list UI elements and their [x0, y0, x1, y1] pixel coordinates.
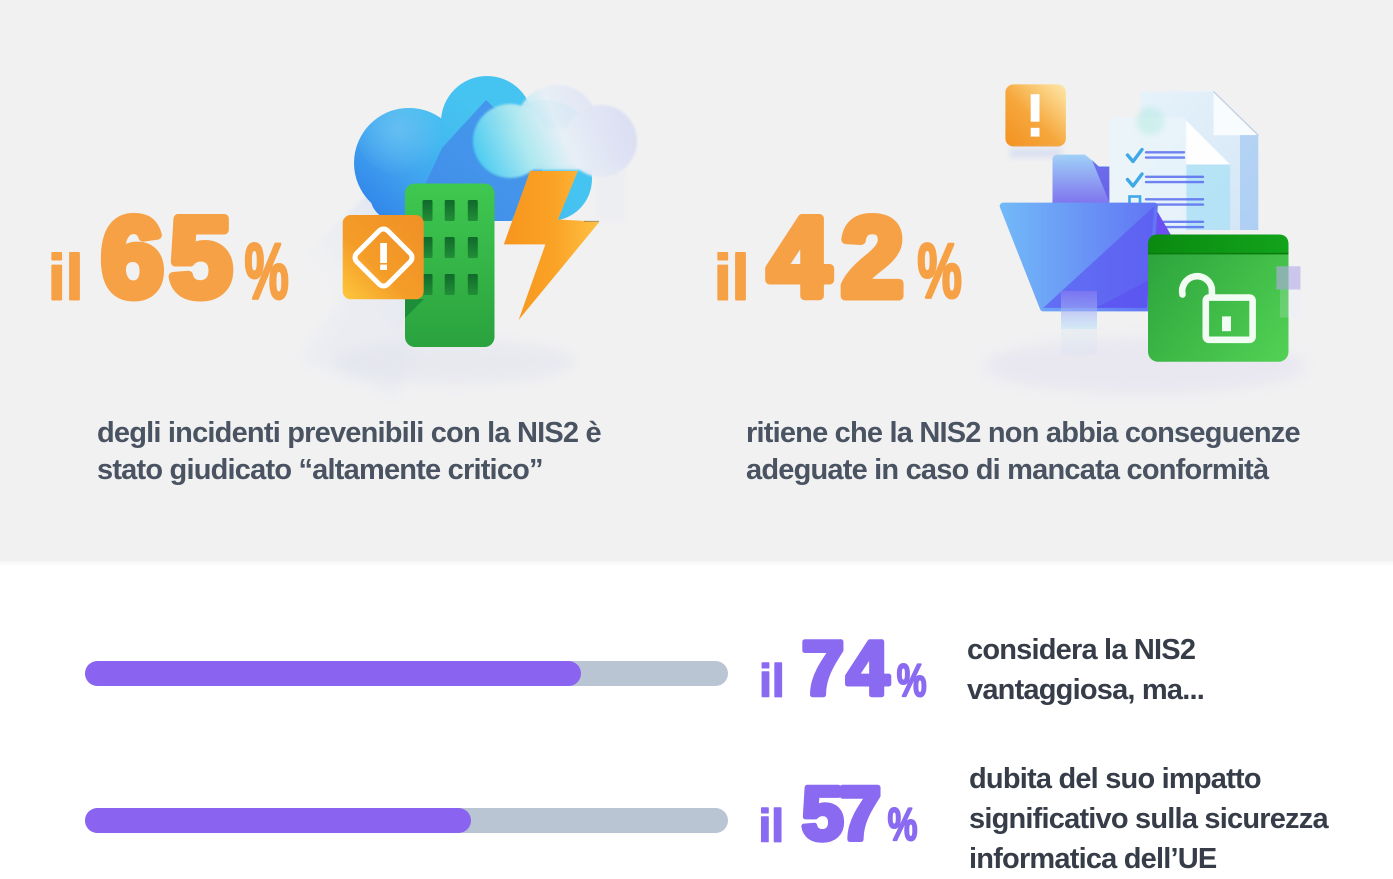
svg-text:il: il: [714, 242, 750, 314]
svg-text:il: il: [759, 655, 785, 707]
svg-text:%: %: [888, 799, 918, 850]
svg-text:65: 65: [101, 195, 238, 320]
svg-text:%: %: [245, 227, 289, 316]
svg-text:il: il: [48, 242, 84, 314]
svg-text:42: 42: [768, 195, 915, 320]
svg-text:57: 57: [802, 772, 879, 856]
svg-text:il: il: [759, 800, 785, 852]
svg-text:%: %: [897, 655, 927, 706]
svg-text:74: 74: [802, 626, 892, 712]
svg-text:%: %: [917, 227, 961, 314]
